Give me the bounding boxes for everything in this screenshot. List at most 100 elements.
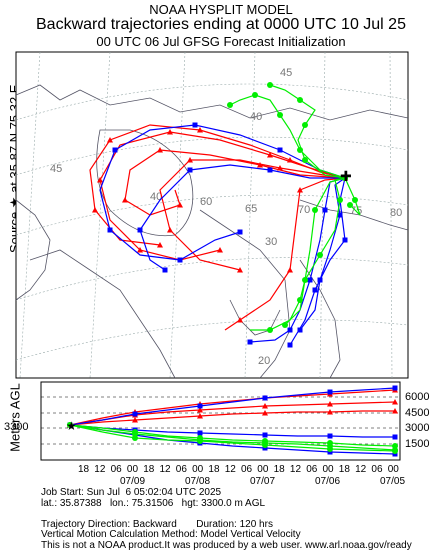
trajectory-red-marker (137, 247, 143, 253)
svg-text:6000: 6000 (405, 391, 429, 403)
trajectory-red (89, 124, 346, 246)
vertical-trajectory-marker (197, 435, 203, 441)
trajectory-red-marker (122, 197, 128, 203)
hour-tick-label: 00 (323, 464, 335, 475)
trajectory-green-marker (297, 97, 303, 103)
lat-label: 20 (258, 355, 270, 367)
lat-label: 45 (50, 163, 62, 175)
trajectory-blue (299, 177, 346, 331)
vertical-trajectory (69, 387, 396, 426)
trajectory-red-marker (107, 137, 113, 143)
vertical-trajectory-marker (327, 389, 333, 395)
vertical-trajectory (69, 424, 395, 438)
footer-line-4: Vertical Motion Calculation Method: Mode… (41, 529, 301, 540)
date-tick-label: 07/07 (250, 476, 275, 487)
trajectory-red-marker (267, 152, 273, 158)
trajectory-blue-marker (267, 167, 273, 173)
hour-tick-label: 00 (192, 464, 204, 475)
lon-label: 70 (298, 204, 310, 216)
vertical-right-ticks: 6000 4500 3000 1500 (405, 391, 429, 450)
footer-line-5: This is not a NOAA product.It was produc… (41, 539, 412, 551)
date-tick-label: 07/06 (315, 476, 340, 487)
hour-tick-label: 12 (160, 464, 172, 475)
vertical-trajectory-marker (67, 422, 73, 428)
source-star-icon: ✚ (340, 168, 352, 184)
trajectory-green (250, 177, 346, 331)
trajectory-red-marker (287, 267, 293, 273)
trajectory-blue-marker (192, 122, 198, 128)
vertical-trajectory-marker (327, 401, 333, 407)
footer-line-1: Job Start: Sun Jul 6 05:02:04 UTC 2025 (41, 487, 222, 498)
svg-text:3000: 3000 (405, 422, 429, 434)
trajectory-red-marker (197, 127, 203, 133)
vertical-trajectory (69, 401, 396, 426)
lat-label: 30 (265, 236, 277, 248)
trajectory-red-marker (217, 247, 223, 253)
vertical-trajectory-marker (197, 403, 203, 409)
vertical-trajectory-marker (262, 432, 268, 438)
vertical-trajectory (69, 389, 396, 426)
date-tick-label: 07/05 (380, 476, 405, 487)
vertical-trajectory-marker (132, 417, 138, 423)
trajectory-red-marker (237, 317, 243, 323)
trajectory-green-marker (337, 197, 343, 203)
trajectory-blue-marker (322, 207, 328, 213)
trajectory-red-marker (277, 165, 283, 171)
trajectory-blue-marker (187, 167, 193, 173)
trajectory-green (344, 177, 361, 216)
trajectory-red (224, 177, 346, 331)
trajectory-blue-marker (137, 227, 143, 233)
vertical-trajectory-marker (197, 407, 203, 413)
trajectory-blue-marker (312, 287, 318, 293)
lon-label: 80 (390, 207, 402, 219)
trajectory-blue-marker (162, 267, 168, 273)
trajectory-green-marker (227, 102, 233, 108)
trajectory-blue-marker (277, 147, 283, 153)
trajectory-green-marker (347, 202, 353, 208)
trajectory-green-marker (312, 207, 318, 213)
vertical-trajectories (67, 385, 398, 457)
trajectory-blue-marker (107, 227, 113, 233)
date-tick-label: 07/09 (120, 476, 145, 487)
vertical-trajectory-marker (262, 403, 268, 409)
hour-tick-label: 12 (94, 464, 106, 475)
trajectory-green-marker (302, 277, 308, 283)
trajectory-green-marker (267, 327, 273, 333)
vertical-trajectory-marker (327, 409, 333, 415)
hour-tick-label: 00 (127, 464, 139, 475)
hour-tick-label: 18 (274, 464, 286, 475)
vertical-trajectory (69, 424, 396, 447)
lon-label: 65 (245, 203, 257, 215)
lat-label: 45 (280, 67, 292, 79)
trajectory-green-marker (302, 122, 308, 128)
trajectory-green-marker (277, 112, 283, 118)
trajectory-red-marker (97, 177, 103, 183)
vertical-trajectory-marker (132, 411, 138, 417)
vertical-axis-label: Meters AGL (7, 383, 23, 452)
trajectory-green-marker (317, 252, 323, 258)
title-line-1: NOAA HYSPLIT MODEL (149, 2, 293, 17)
hour-ticks: 18 12 06 00 18 12 06 00 18 12 06 00 18 12 06 00 18 12 06 00 (78, 464, 399, 475)
vertical-trajectory (69, 424, 396, 455)
svg-text:4500: 4500 (405, 407, 429, 419)
footer-line-2: lat.: 35.87388 lon.: 75.31506 hgt: 3300.… (41, 497, 266, 509)
hour-tick-label: 18 (208, 464, 220, 475)
vertical-trajectory (69, 410, 395, 426)
lat-label: 40 (150, 191, 162, 203)
vertical-trajectory (69, 424, 396, 452)
trajectory-red-marker (167, 227, 173, 233)
lat-lon-grid (15, 51, 409, 379)
trajectory-green-marker (252, 92, 258, 98)
date-tick-label: 07/08 (185, 476, 210, 487)
hour-tick-label: 00 (257, 464, 269, 475)
trajectory-blue-marker (237, 229, 243, 235)
vertical-trajectory-marker (327, 433, 333, 439)
trajectory-blue-marker (307, 277, 313, 283)
trajectory-blue-marker (247, 339, 253, 345)
title-line-2: Backward trajectories ending at 0000 UTC… (36, 16, 406, 33)
vertical-trajectory-marker (392, 399, 398, 405)
hour-tick-label: 06 (111, 464, 123, 475)
hour-tick-label: 12 (355, 464, 367, 475)
trajectories (89, 82, 361, 348)
